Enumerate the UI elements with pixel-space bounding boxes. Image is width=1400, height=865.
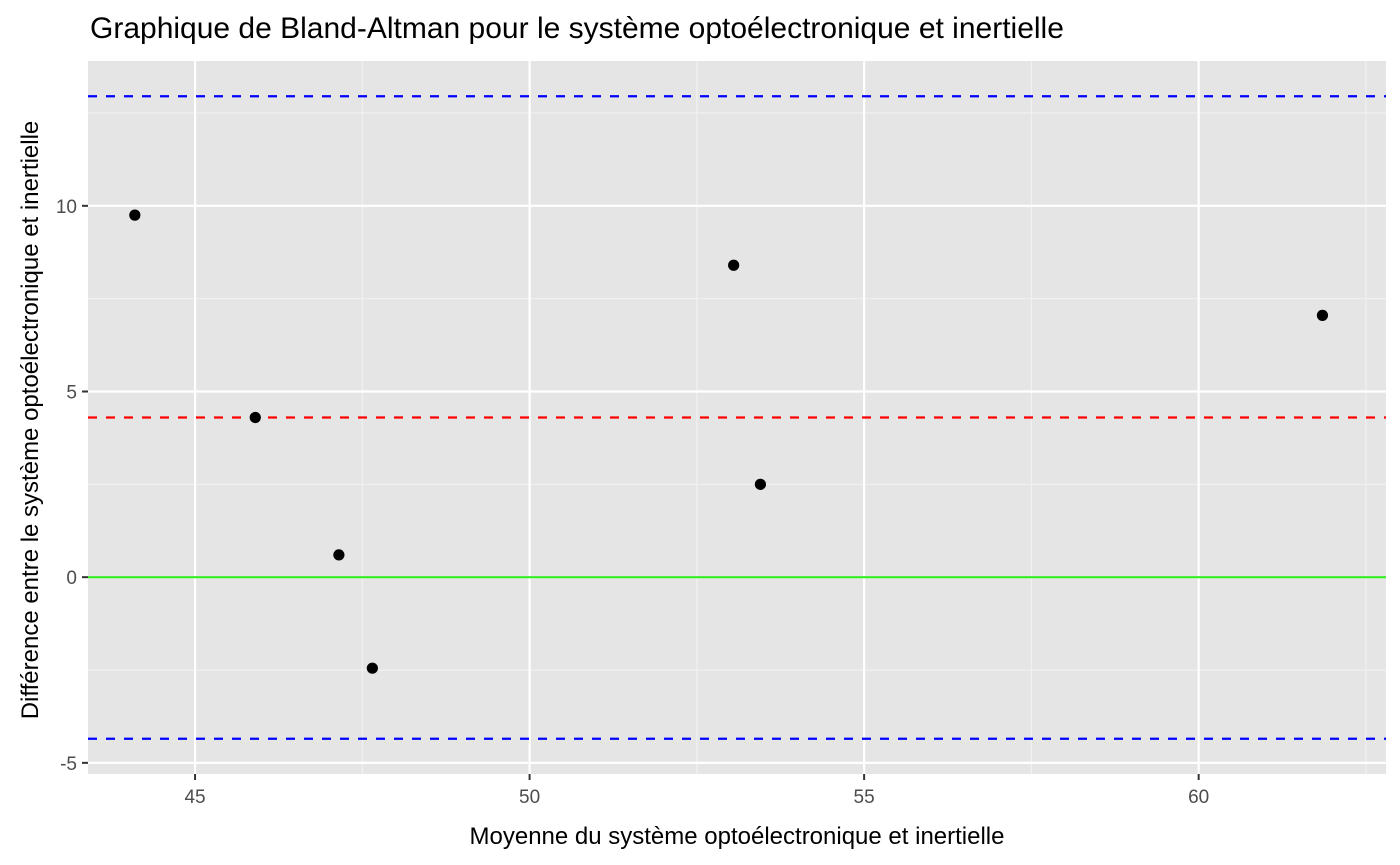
data-point: [333, 549, 345, 561]
data-point: [728, 259, 740, 271]
y-tick-label: 5: [66, 383, 77, 404]
y-tick-label: 0: [66, 568, 77, 589]
data-points: [129, 209, 1329, 674]
y-tick-label: -5: [60, 754, 77, 775]
y-tick-label: 10: [56, 197, 77, 218]
y-axis-title: Différence entre le système optoélectron…: [17, 121, 44, 720]
data-point: [1316, 309, 1329, 321]
y-axis: -5 0 5 10: [56, 197, 88, 775]
x-tick-label: 45: [184, 787, 205, 808]
data-point: [754, 478, 767, 490]
x-tick-label: 55: [854, 787, 875, 808]
x-axis-title: Moyenne du système optoélectronique et i…: [470, 823, 1005, 850]
x-axis: 45 50 55 60: [184, 774, 1209, 808]
chart-title: Graphique de Bland-Altman pour le systèm…: [90, 12, 1064, 45]
data-point: [129, 209, 141, 221]
data-point: [366, 662, 378, 674]
reference-lines: [88, 95, 1386, 740]
x-tick-label: 50: [519, 787, 540, 808]
data-point: [249, 411, 261, 424]
x-tick-label: 60: [1188, 787, 1209, 808]
